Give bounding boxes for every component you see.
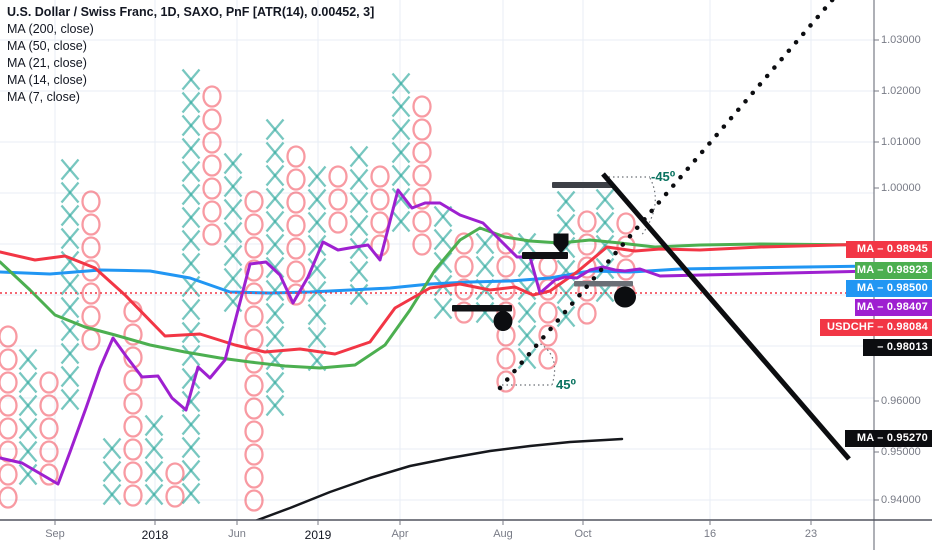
pnf-o-column — [538, 255, 558, 370]
flag-marker[interactable] — [553, 233, 569, 254]
legend-ma-item-0[interactable]: MA (200, close) — [7, 22, 94, 36]
pnf-o-column — [0, 325, 18, 509]
pnf-x-column — [181, 68, 201, 505]
y-axis-tick-label[interactable]: 1.01000 — [881, 136, 921, 148]
x-axis-tick-label[interactable]: 2019 — [304, 528, 332, 542]
x-axis-tick-label[interactable]: 2018 — [141, 528, 169, 542]
pnf-x-column — [391, 72, 411, 233]
trendline-up-dotted[interactable] — [497, 0, 836, 391]
pnf-o-column — [577, 210, 597, 325]
pnf-x-column — [102, 437, 122, 506]
x-axis-tick-label[interactable]: Aug — [493, 528, 513, 540]
x-axis-tick-label[interactable]: Oct — [574, 528, 592, 540]
pnf-x-column — [517, 232, 537, 370]
price-label-value: – 0.98013 — [863, 338, 932, 356]
ma-green-line — [0, 226, 874, 370]
x-axis-tick-label[interactable]: 16 — [703, 528, 717, 540]
y-axis-tick-label[interactable]: 1.02000 — [881, 85, 921, 97]
pnf-o-column — [202, 85, 222, 246]
y-axis-tick-label[interactable]: 1.00000 — [881, 182, 921, 194]
angle-annotation[interactable] — [502, 342, 556, 386]
y-axis-tick-label[interactable]: 0.96000 — [881, 395, 921, 407]
angle-annotation[interactable] — [604, 176, 656, 237]
legend-ma-item-4[interactable]: MA (7, close) — [7, 90, 80, 104]
ma-red-line — [0, 242, 874, 356]
ma-blue-line — [0, 264, 874, 295]
chart-legend: U.S. Dollar / Swiss Franc, 1D, SAXO, PnF… — [7, 4, 374, 106]
pnf-x-column — [60, 158, 80, 411]
x-axis-tick-label[interactable]: 23 — [804, 528, 818, 540]
x-axis-tick-label[interactable]: Sep — [45, 528, 65, 540]
pnf-o-column — [286, 145, 306, 306]
pnf-o-column — [123, 300, 143, 507]
ma-purple-line — [0, 188, 874, 486]
y-axis-tick-label[interactable]: 0.95000 — [881, 446, 921, 458]
angle-label: -45⁰ — [651, 169, 676, 184]
pnf-columns — [0, 68, 636, 512]
level-bars[interactable] — [452, 182, 633, 312]
y-axis-tick-label[interactable]: 1.03000 — [881, 34, 921, 46]
pnf-x-column — [18, 348, 38, 486]
legend-ma-item-3[interactable]: MA (14, close) — [7, 73, 87, 87]
pnf-x-column — [223, 152, 243, 313]
price-label-ma: MA – 0.98500 — [846, 279, 932, 297]
legend-ma-item-2[interactable]: MA (21, close) — [7, 56, 87, 70]
trendline-down[interactable] — [601, 172, 851, 461]
pnf-o-column — [328, 165, 348, 234]
price-label-usdchf: USDCHF – 0.98084 — [820, 318, 932, 336]
legend-ma-item-1[interactable]: MA (50, close) — [7, 39, 87, 53]
x-axis-tick-label[interactable]: Apr — [391, 528, 409, 540]
pnf-o-column — [496, 232, 516, 393]
pnf-x-column — [265, 118, 285, 417]
x-axis-tick-label[interactable]: Jun — [228, 528, 246, 540]
price-label-ma: MA – 0.95270 — [845, 429, 932, 447]
ma-black-line — [254, 437, 624, 520]
pnf-x-column — [349, 145, 369, 306]
price-label-ma: MA – 0.98945 — [846, 240, 932, 258]
angle-label: 45⁰ — [556, 377, 577, 392]
symbol-title[interactable]: U.S. Dollar / Swiss Franc, 1D, SAXO, PnF… — [7, 5, 375, 19]
y-axis-tick-label[interactable]: 0.94000 — [881, 494, 921, 506]
pnf-o-column — [244, 190, 264, 512]
price-label-ma: MA – 0.98407 — [855, 298, 932, 316]
pnf-x-column — [144, 414, 164, 506]
signal-dots[interactable] — [493, 286, 637, 332]
pnf-o-column — [412, 95, 432, 256]
pnf-o-column — [165, 462, 185, 508]
price-label-ma: MA – 0.98923 — [855, 261, 932, 279]
